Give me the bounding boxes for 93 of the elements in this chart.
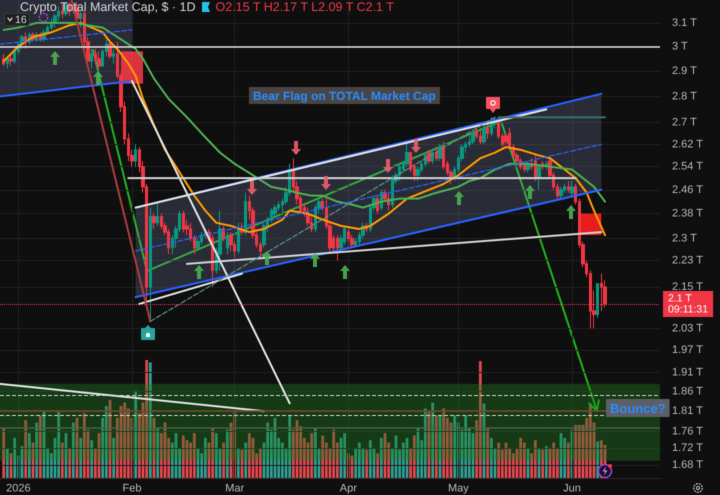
y-tick-label: 1.91 T	[672, 366, 704, 378]
bar	[152, 418, 156, 478]
y-tick-label: 3 T	[672, 40, 688, 53]
candlestick	[427, 149, 431, 164]
bar	[394, 436, 398, 478]
y-tick-label: 1.86 T	[672, 386, 704, 398]
y-tick-label: 1.68 T	[672, 458, 704, 471]
y-tick-label: 1.76 T	[672, 425, 704, 438]
candlestick	[486, 122, 489, 140]
x-tick-label: Mar	[225, 482, 244, 494]
candlestick	[237, 222, 240, 255]
candlestick	[479, 130, 482, 145]
bar	[350, 456, 354, 478]
chart-subtitle: O2.15 T H2.17 T L2.09 T C2.1 T	[216, 0, 394, 14]
candlestick	[218, 210, 222, 271]
bar	[98, 433, 100, 478]
chart-title: Crypto Total Market Cap, $ · 1D	[20, 0, 196, 14]
y-tick-label: 1.97 T	[672, 344, 704, 356]
bar	[406, 438, 408, 478]
candlestick	[90, 48, 93, 70]
bar	[274, 418, 276, 478]
candlestick	[570, 180, 574, 196]
x-tick-label: May	[448, 482, 470, 494]
bar	[42, 410, 46, 478]
y-tick-label: 1.81 T	[672, 405, 704, 418]
candlestick	[537, 163, 541, 190]
x-tick-label: Apr	[340, 482, 358, 494]
annotation: Bounce?	[610, 401, 666, 416]
bar	[120, 406, 122, 478]
y-tick-label: 2.15 T	[672, 280, 704, 293]
bar	[32, 442, 34, 478]
bar	[20, 446, 24, 478]
candlestick	[222, 225, 225, 242]
candlestick	[134, 144, 137, 168]
bar	[472, 433, 474, 478]
bar	[482, 404, 486, 478]
bar	[416, 428, 420, 478]
candlestick	[559, 186, 563, 200]
bar	[560, 433, 562, 478]
bar	[108, 400, 112, 478]
y-tick-label: 2.38 T	[672, 208, 704, 220]
candlestick	[149, 207, 152, 322]
candlestick	[182, 210, 185, 233]
candlestick	[435, 146, 438, 162]
candlestick	[6, 56, 9, 70]
candlestick	[94, 48, 97, 64]
y-tick-label: 1.72 T	[672, 442, 704, 454]
bar	[240, 450, 244, 478]
candlestick	[226, 232, 229, 255]
candlestick	[244, 192, 247, 236]
candlestick	[471, 130, 475, 145]
candlestick	[152, 213, 156, 230]
y-tick-label: 2.54 T	[672, 160, 704, 173]
candlestick	[156, 201, 159, 226]
y-tick-label: 2.9 T	[672, 65, 698, 78]
candlestick	[321, 198, 324, 212]
annotation: Bear Flag on TOTAL Market Cap	[253, 89, 436, 103]
y-tick-label: 3.1 T	[672, 16, 698, 29]
bar	[196, 448, 200, 478]
bar	[538, 448, 540, 478]
x-tick-label: Feb	[122, 482, 142, 494]
candlestick	[336, 234, 339, 262]
annotation: 16	[15, 14, 27, 26]
x-tick-label: 2026	[6, 482, 31, 494]
bar	[384, 433, 386, 478]
bar	[10, 453, 12, 478]
y-tick-label: 2.62 T	[672, 138, 704, 150]
bar	[428, 412, 430, 478]
bar	[504, 442, 508, 478]
bar	[526, 448, 530, 478]
bar	[64, 433, 68, 478]
candlestick	[482, 124, 486, 145]
candlestick	[567, 180, 570, 194]
candlestick	[343, 225, 346, 246]
ref-line-label: 2.1 T 09:11:31	[668, 292, 708, 316]
bar	[438, 415, 442, 478]
candlestick	[112, 48, 115, 64]
candlestick	[596, 283, 599, 318]
candlestick	[79, 10, 82, 28]
x-tick-label: Jun	[563, 482, 581, 494]
candlestick	[438, 144, 442, 162]
bar	[164, 422, 166, 478]
y-tick-label: 2.8 T	[672, 90, 698, 102]
y-tick-label: 2.23 T	[672, 254, 704, 267]
y-tick-label: 2.7 T	[672, 116, 698, 129]
bar	[296, 420, 298, 478]
y-tick-label: 2.03 T	[672, 322, 704, 334]
bar	[174, 433, 178, 478]
candlestick	[9, 53, 13, 67]
y-tick-label: 2.46 T	[672, 184, 704, 196]
y-tick-label: 2.3 T	[672, 232, 698, 244]
bar	[76, 418, 78, 478]
candlestick	[97, 50, 101, 70]
